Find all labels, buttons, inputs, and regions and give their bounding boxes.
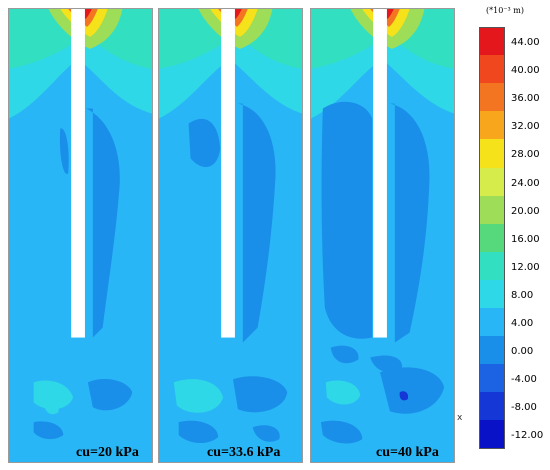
colorbar-swatch bbox=[479, 83, 505, 113]
axis-marker: x bbox=[457, 413, 463, 423]
colorbar-label: 20.00 bbox=[511, 205, 540, 217]
colorbar-swatch bbox=[479, 111, 505, 141]
colorbar-swatch bbox=[479, 336, 505, 366]
colorbar-swatch bbox=[479, 279, 505, 309]
contour-panel-3: cu=40 kPa bbox=[310, 8, 455, 463]
colorbar-label: 40.00 bbox=[511, 65, 540, 77]
colorbar-label: 0.00 bbox=[511, 346, 534, 358]
colorbar-swatch bbox=[479, 308, 505, 337]
colorbar-label: -4.00 bbox=[511, 374, 537, 386]
panel-caption-3: cu=40 kPa bbox=[376, 445, 439, 460]
colorbar-label: 32.00 bbox=[511, 121, 540, 133]
colorbar-label: -8.00 bbox=[511, 402, 537, 414]
colorbar-swatch bbox=[479, 27, 505, 56]
colorbar-swatch bbox=[479, 364, 505, 394]
colorbar-swatch bbox=[479, 139, 505, 169]
colorbar-swatch bbox=[479, 55, 505, 85]
colorbar-swatch bbox=[479, 420, 505, 450]
colorbar-label: 44.00 bbox=[511, 37, 540, 48]
contour-plot-2 bbox=[159, 9, 302, 462]
colorbar-unit: (*10⁻³ m) bbox=[486, 6, 524, 15]
panel-caption-1: cu=20 kPa bbox=[76, 445, 139, 460]
contour-plot-1 bbox=[9, 9, 152, 462]
colorbar-label: 24.00 bbox=[511, 177, 540, 189]
colorbar-label: -12.00 bbox=[511, 430, 544, 442]
colorbar-label: 28.00 bbox=[511, 149, 540, 161]
colorbar-swatch bbox=[479, 392, 505, 422]
colorbar-swatch bbox=[479, 195, 505, 225]
contour-panel-2: cu=33.6 kPa bbox=[158, 8, 303, 463]
colorbar-label: 36.00 bbox=[511, 93, 540, 105]
colorbar-swatch bbox=[479, 167, 505, 197]
colorbar-swatch bbox=[479, 223, 505, 253]
panel-caption-2: cu=33.6 kPa bbox=[207, 445, 281, 460]
colorbar-label: 4.00 bbox=[511, 318, 534, 329]
contour-panel-1: cu=20 kPa bbox=[8, 8, 153, 463]
colorbar-swatch bbox=[479, 251, 505, 281]
colorbar-label: 8.00 bbox=[511, 289, 534, 301]
colorbar-label: 16.00 bbox=[511, 233, 540, 245]
contour-plot-3 bbox=[311, 9, 454, 462]
colorbar-label: 12.00 bbox=[511, 261, 540, 273]
